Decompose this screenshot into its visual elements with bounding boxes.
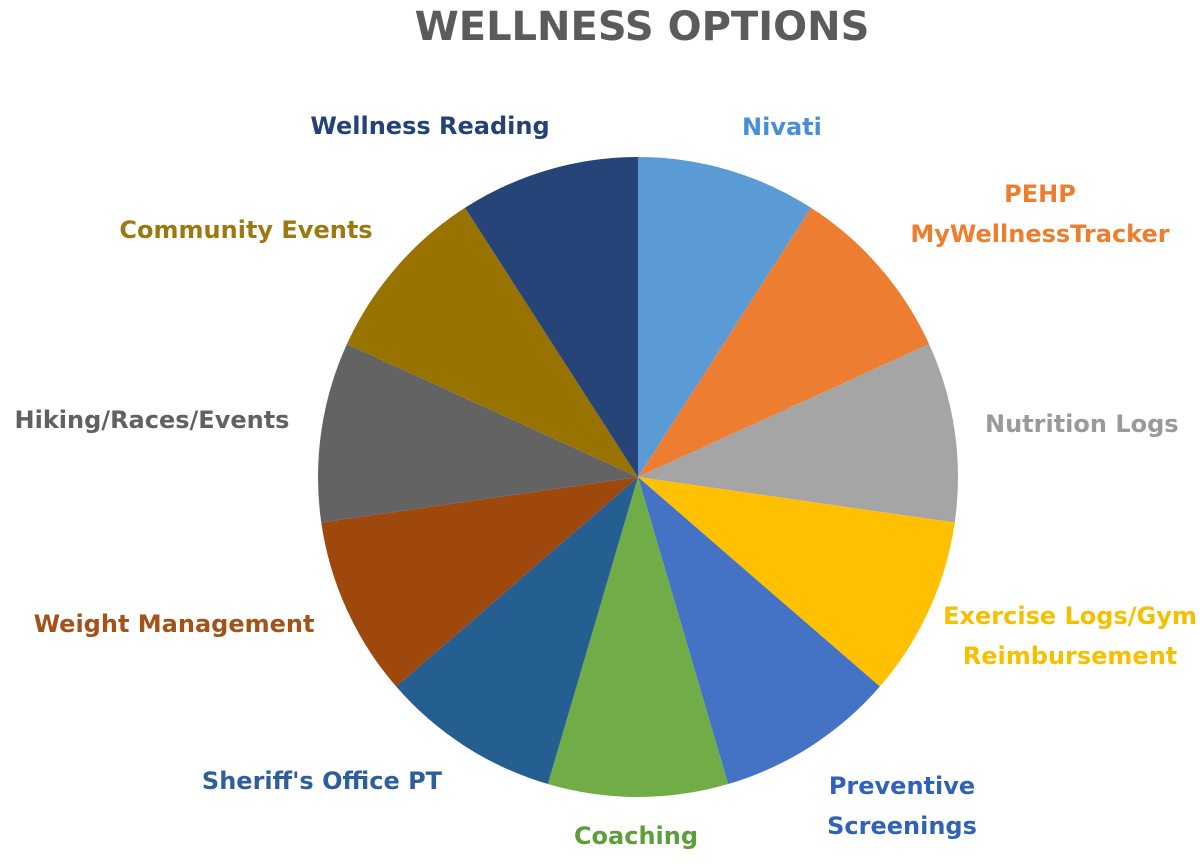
slice-label-8: Weight Management	[34, 610, 315, 638]
slice-label-10: Community Events	[119, 216, 372, 244]
slice-label-line: Coaching	[574, 822, 698, 850]
slice-label-line: Screenings	[827, 812, 977, 840]
slice-label-line: Nutrition Logs	[985, 410, 1179, 438]
slice-label-1: Nivati	[742, 113, 822, 141]
slice-label-line: Wellness Reading	[310, 112, 549, 140]
slice-label-7: Sheriff's Office PT	[202, 767, 443, 795]
slice-label-6: Coaching	[574, 822, 698, 850]
slice-label-line: Exercise Logs/Gym	[943, 602, 1197, 630]
slice-label-line: PEHP	[1004, 180, 1076, 208]
slice-label-line: Preventive	[829, 772, 975, 800]
slice-label-line: Nivati	[742, 113, 822, 141]
slice-label-line: Sheriff's Office PT	[202, 767, 443, 795]
slice-label-9: Hiking/Races/Events	[15, 406, 290, 434]
slice-label-line: Hiking/Races/Events	[15, 406, 290, 434]
slice-label-line: Community Events	[119, 216, 372, 244]
slice-label-line: Weight Management	[34, 610, 315, 638]
slice-label-4: Exercise Logs/Gym Reimbursement	[943, 602, 1197, 670]
slice-label-11: Wellness Reading	[310, 112, 549, 140]
slice-label-2: PEHP MyWellnessTracker	[910, 180, 1169, 248]
slice-label-3: Nutrition Logs	[985, 410, 1179, 438]
chart-title: WELLNESS OPTIONS	[415, 4, 870, 50]
slice-label-line: MyWellnessTracker	[910, 220, 1169, 248]
slice-label-5: Preventive Screenings	[827, 772, 977, 840]
slice-label-line: Reimbursement	[963, 642, 1178, 670]
pie-slices	[318, 157, 958, 797]
